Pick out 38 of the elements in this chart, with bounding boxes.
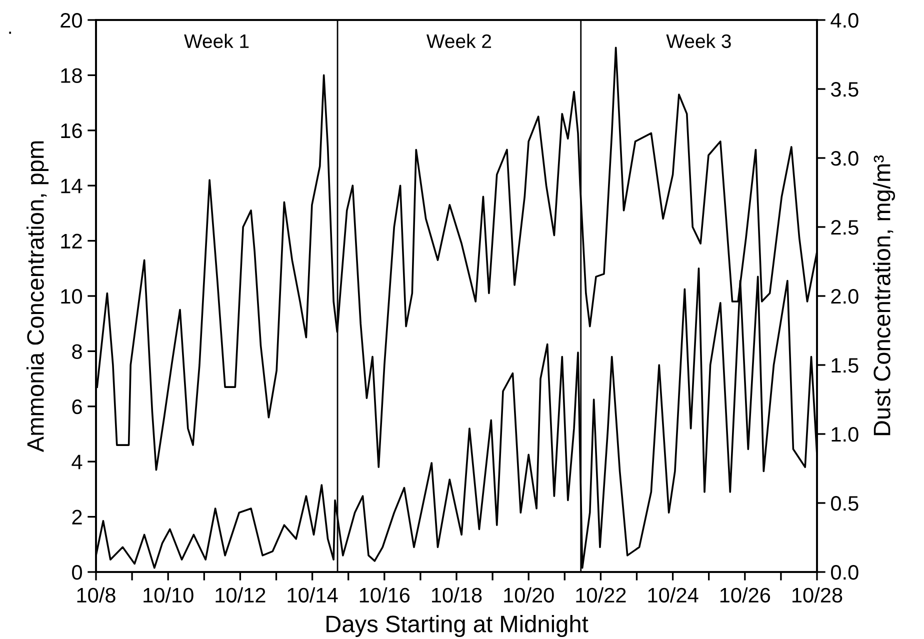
y-tick-label: 20 [60,13,82,28]
text: . [9,32,12,34]
annotation: Week 2 [426,34,492,48]
x-tick-label: 10/22 [576,587,626,603]
y-tick-label: 0 [72,565,82,580]
y-tick-label: 12 [61,234,82,248]
y2-tick-label: 1.0 [832,427,858,442]
x-tick-label: 10/26 [720,587,770,603]
y2-tick-label: 4.0 [830,13,858,28]
y-tick-label: 18 [61,68,82,83]
y-tick-label: 8 [72,344,82,359]
x-tick-label: 10/18 [432,587,482,603]
annotation: Week 3 [666,34,731,48]
x-tick-label: 10/24 [648,587,698,603]
y2-tick-label: 2.5 [831,220,858,235]
y2-tick-label: 1.5 [832,358,858,373]
y-tick-label: 4 [72,454,82,470]
y2-tick-label: 0.5 [831,496,858,511]
annotation: Week 1 [184,34,249,48]
x-tick-label: 10/10 [144,587,194,603]
y-tick-label: 2 [72,510,82,524]
y-tick-label: 14 [61,178,82,194]
x-tick-label: 10/16 [360,587,410,603]
y-axis-title: Ammonia Concentration, ppm [26,141,49,452]
x-axis-title: Days Starting at Midnight [326,615,588,638]
x-tick-label: 10/14 [288,587,338,603]
y2-tick-label: 3.5 [830,82,858,97]
x-tick-label: 10/8 [77,587,116,603]
y-tick-label: 16 [61,123,82,138]
y2-tick-label: 2.0 [831,289,858,304]
x-tick-label: 10/28 [792,587,842,603]
y2-axis-title: Dust Concentration, mg/m³ [873,155,896,436]
y-tick-label: 10 [61,289,82,304]
x-tick-label: 10/20 [504,587,554,603]
y-tick-label: 6 [72,399,82,414]
x-tick-label: 10/12 [216,587,266,603]
y2-tick-label: 3.0 [830,151,858,166]
y2-tick-label: 0.0 [831,565,858,580]
